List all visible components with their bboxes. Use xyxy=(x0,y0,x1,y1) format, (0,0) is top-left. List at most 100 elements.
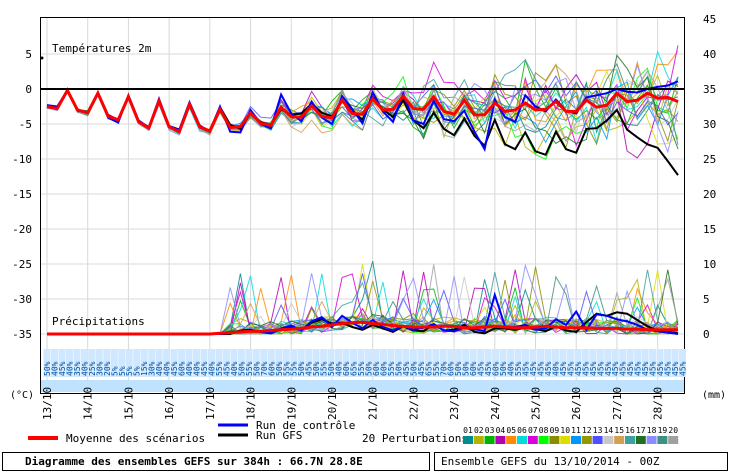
perturbation-number: 17 xyxy=(636,426,646,435)
right-tick-label: 30 xyxy=(703,118,716,131)
right-tick-label: 35 xyxy=(703,83,716,96)
x-date-label: 28/10 xyxy=(652,387,665,420)
prob-cell xyxy=(163,349,171,377)
perturbation-swatch xyxy=(592,436,603,444)
prob-cell xyxy=(432,349,440,377)
probability-strip: 50%40%45%40%35%40%25%30%20%5%5%5%5%15%30… xyxy=(41,349,688,392)
prob-label: 55% xyxy=(282,361,291,376)
prob-cell xyxy=(118,349,126,377)
perturbation-swatch xyxy=(603,436,614,444)
prob-cell xyxy=(178,349,186,377)
prob-label: 50% xyxy=(327,361,336,376)
perturbation-number: 14 xyxy=(604,426,614,435)
prob-label: 60% xyxy=(379,361,388,376)
prob-label: 40% xyxy=(163,361,172,376)
prob-label: 40% xyxy=(80,361,89,376)
prob-label: 50% xyxy=(252,361,261,376)
prob-label: 45% xyxy=(200,361,209,376)
prob-label: 30% xyxy=(95,361,104,376)
prob-cell xyxy=(619,349,627,377)
prob-cell xyxy=(207,349,215,377)
prob-cell xyxy=(477,349,485,377)
prob-cell xyxy=(454,349,462,377)
prob-label: 45% xyxy=(58,361,67,376)
prob-cell xyxy=(372,349,380,377)
prob-cell xyxy=(529,349,537,377)
prob-cell xyxy=(604,349,612,377)
snow-band xyxy=(41,380,684,392)
prob-cell xyxy=(350,349,358,377)
prob-cell xyxy=(148,349,156,377)
prob-cell xyxy=(462,349,470,377)
chart-title-box: Diagramme des ensembles GEFS sur 384h : … xyxy=(2,452,430,471)
prob-label: 45% xyxy=(566,361,575,376)
prob-label: 45% xyxy=(222,361,231,376)
prob-cell xyxy=(133,349,141,377)
prob-label: 50% xyxy=(499,361,508,376)
prob-cell xyxy=(65,349,73,377)
prob-label: 5% xyxy=(118,366,127,376)
x-date-label: 19/10 xyxy=(285,387,298,420)
perturbation-swatch xyxy=(581,436,592,444)
prob-cell xyxy=(275,349,283,377)
prob-label: 45% xyxy=(536,361,545,376)
prob-label: 60% xyxy=(447,361,456,376)
perturbation-swatch xyxy=(517,436,527,444)
prob-label: 40% xyxy=(65,361,74,376)
prob-cell xyxy=(43,349,51,377)
prob-label: 70% xyxy=(260,361,269,376)
prob-label: 45% xyxy=(529,361,538,376)
prob-cell xyxy=(596,349,604,377)
perturbation-number: 08 xyxy=(539,426,549,435)
prob-label: 50% xyxy=(409,361,418,376)
perturbation-number: 10 xyxy=(560,426,570,435)
prob-cell xyxy=(522,349,530,377)
prob-label: 50% xyxy=(365,361,374,376)
prob-label: 45% xyxy=(656,361,665,376)
prob-label: 50% xyxy=(43,361,52,376)
prob-label: 40% xyxy=(155,361,164,376)
perturbation-swatch xyxy=(495,436,506,444)
prob-label: 50% xyxy=(462,361,471,376)
prob-label: 40% xyxy=(50,361,59,376)
prob-cell xyxy=(387,349,395,377)
legend-gfs-label: Run GFS xyxy=(256,429,302,442)
left-tick-label: -15 xyxy=(12,188,32,201)
prob-cell xyxy=(185,349,193,377)
prob-label: 45% xyxy=(611,361,620,376)
prob-label: 45% xyxy=(671,361,680,376)
prob-cell xyxy=(140,349,148,377)
prob-cell xyxy=(409,349,417,377)
perturbation-number: 16 xyxy=(625,426,635,435)
axes: 50-5-10-15-20-25-30-35454035302520151050… xyxy=(12,13,716,420)
right-unit-label: (mm) xyxy=(702,390,726,401)
prob-cell xyxy=(260,349,268,377)
prob-cell xyxy=(58,349,66,377)
x-date-label: 13/10 xyxy=(41,387,54,420)
x-date-label: 17/10 xyxy=(204,387,217,420)
perturbation-swatch xyxy=(506,436,517,444)
prob-cell xyxy=(402,349,410,377)
prob-label: 50% xyxy=(275,361,284,376)
right-tick-label: 40 xyxy=(703,48,716,61)
perturbation-swatch xyxy=(560,436,571,444)
perturbation-swatch xyxy=(657,436,668,444)
x-date-label: 26/10 xyxy=(570,387,583,420)
prob-cell xyxy=(492,349,500,377)
perturbation-swatch xyxy=(614,436,625,444)
plot-frame xyxy=(40,17,685,394)
perturbation-number: 13 xyxy=(593,426,603,435)
perturbation-number: 04 xyxy=(496,426,506,435)
prob-label: 30% xyxy=(148,361,157,376)
prob-cell xyxy=(222,349,230,377)
prob-label: 45% xyxy=(634,361,643,376)
prob-cell xyxy=(439,349,447,377)
prob-cell xyxy=(200,349,208,377)
prob-cell xyxy=(357,349,365,377)
prob-label: 45% xyxy=(626,361,635,376)
prob-cell xyxy=(626,349,634,377)
perturbation-number: 19 xyxy=(658,426,668,435)
perturbation-swatch xyxy=(571,436,581,444)
prob-cell xyxy=(447,349,455,377)
prob-cell xyxy=(245,349,253,377)
